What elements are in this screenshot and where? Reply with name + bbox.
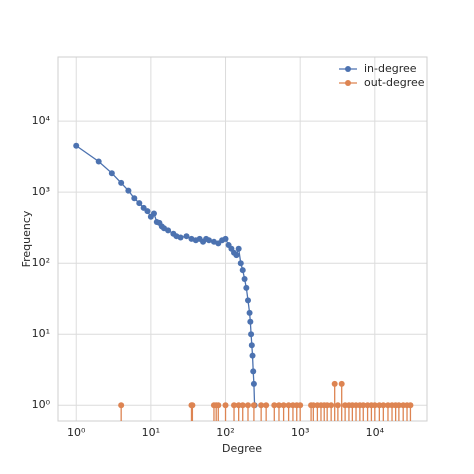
data-point [131, 195, 138, 202]
x-axis-label: Degree [222, 442, 262, 455]
data-point [125, 187, 132, 194]
x-tick-label: 10⁰ [67, 426, 86, 439]
data-point [165, 227, 172, 234]
y-tick-label: 10¹ [32, 327, 50, 340]
stem-marker [250, 402, 257, 409]
stem-marker [222, 402, 229, 409]
stem-marker [331, 380, 338, 387]
stem-marker [263, 402, 270, 409]
data-point [136, 200, 143, 207]
stem-marker [275, 402, 282, 409]
data-point [205, 237, 212, 244]
stem-marker [395, 402, 402, 409]
plot-area [73, 142, 414, 421]
data-point [233, 252, 240, 259]
stem-marker [239, 402, 246, 409]
x-tick-label: 10³ [291, 426, 309, 439]
stem-marker [244, 402, 251, 409]
data-point [108, 170, 115, 177]
y-tick-label: 10³ [32, 185, 50, 198]
x-tick-label: 10¹ [142, 426, 160, 439]
stem-marker [258, 402, 265, 409]
data-point [250, 368, 257, 375]
legend-marker [345, 66, 351, 72]
data-point [248, 342, 255, 349]
data-point [235, 245, 242, 252]
y-tick-label: 10² [32, 256, 50, 269]
legend-label: in-degree [364, 62, 417, 75]
stem-marker [231, 402, 238, 409]
stem-marker [380, 402, 387, 409]
data-point [144, 208, 151, 215]
stem-marker [280, 402, 287, 409]
data-point [250, 380, 257, 387]
stem-marker [407, 402, 414, 409]
legend-marker [345, 80, 351, 86]
y-tick-label: 10⁴ [32, 114, 51, 127]
data-point [247, 318, 254, 325]
data-point [118, 179, 125, 186]
x-tick-label: 10² [216, 426, 234, 439]
stem-marker [371, 402, 378, 409]
data-point [246, 309, 253, 316]
data-point [241, 275, 248, 282]
stem-marker [297, 402, 304, 409]
stem-marker [189, 402, 196, 409]
data-point [73, 142, 80, 149]
data-point [248, 331, 255, 338]
data-point [244, 297, 251, 304]
y-axis-label: Frequency [20, 210, 33, 267]
x-tick-label: 10⁴ [366, 426, 385, 439]
stem-marker [285, 402, 292, 409]
stem-marker [118, 402, 125, 409]
data-point [183, 233, 190, 240]
data-point [177, 234, 184, 241]
data-point [222, 235, 229, 242]
legend-label: out-degree [364, 76, 425, 89]
data-point [249, 352, 256, 359]
data-point [237, 260, 244, 267]
stem-marker [328, 402, 335, 409]
data-point [95, 158, 102, 165]
stem-marker [334, 402, 341, 409]
y-tick-label: 10⁰ [32, 398, 51, 411]
stem-marker [360, 402, 367, 409]
stem-marker [338, 380, 345, 387]
data-point [150, 210, 157, 217]
data-point [239, 267, 246, 274]
data-point [243, 284, 250, 291]
stem-marker [271, 402, 278, 409]
stem-marker [215, 402, 222, 409]
